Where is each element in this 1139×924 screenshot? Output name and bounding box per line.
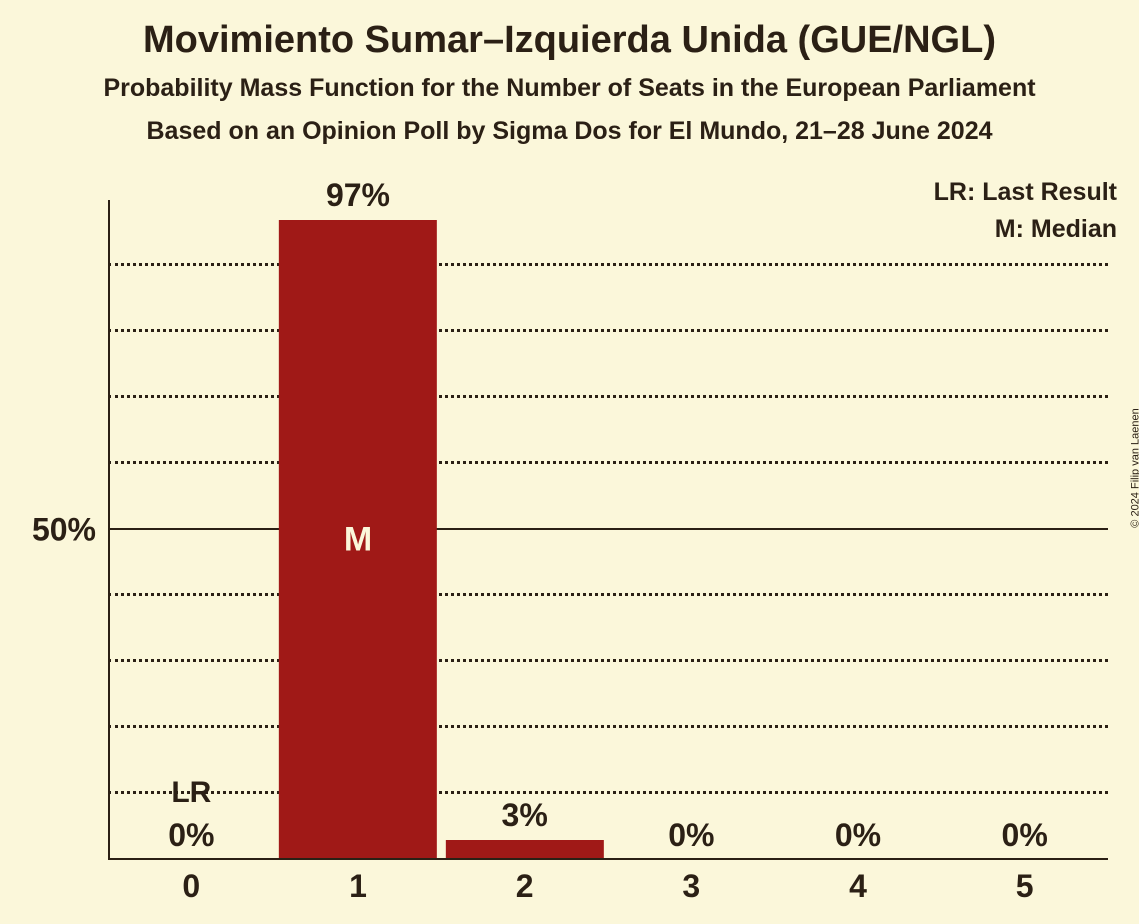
bar-marker: M	[344, 520, 372, 559]
bar-value-label: 0%	[835, 817, 881, 854]
bar-slot: 0%4	[775, 200, 942, 860]
bar-slot: 0%3	[608, 200, 775, 860]
x-tick-label: 2	[516, 868, 534, 905]
x-tick-label: 5	[1016, 868, 1034, 905]
x-tick-label: 3	[682, 868, 700, 905]
chart-area: 50%0%LR0M97%13%20%30%40%5	[108, 200, 1108, 860]
legend: LR: Last Result M: Median	[934, 178, 1117, 252]
title-main: Movimiento Sumar–Izquierda Unida (GUE/NG…	[0, 18, 1139, 64]
x-axis	[108, 858, 1108, 860]
title-sub2: Based on an Opinion Poll by Sigma Dos fo…	[0, 117, 1139, 146]
bar-slot: 0%5	[941, 200, 1108, 860]
legend-item: LR: Last Result	[934, 178, 1117, 207]
bar-slot: 3%2	[441, 200, 608, 860]
x-tick-label: 1	[349, 868, 367, 905]
copyright: © 2024 Filip van Laenen	[1129, 408, 1139, 527]
bar-slot: 0%LR0	[108, 200, 275, 860]
bar: M	[279, 220, 437, 860]
x-tick-label: 4	[849, 868, 867, 905]
titles: Movimiento Sumar–Izquierda Unida (GUE/NG…	[0, 18, 1139, 146]
bar-value-label: 0%	[668, 817, 714, 854]
page: Movimiento Sumar–Izquierda Unida (GUE/NG…	[0, 0, 1139, 924]
bar-slot: M97%1	[275, 200, 442, 860]
title-sub1: Probability Mass Function for the Number…	[0, 74, 1139, 103]
x-tick-label: 0	[182, 868, 200, 905]
legend-item: M: Median	[934, 215, 1117, 244]
bar-value-label: 3%	[502, 797, 548, 834]
bar-value-label: 0%	[168, 817, 214, 854]
y-tick-label: 50%	[32, 512, 96, 549]
y-axis	[108, 200, 110, 860]
bar-annotation: LR	[171, 776, 211, 810]
bar-value-label: 0%	[1002, 817, 1048, 854]
bar-value-label: 97%	[326, 177, 390, 214]
